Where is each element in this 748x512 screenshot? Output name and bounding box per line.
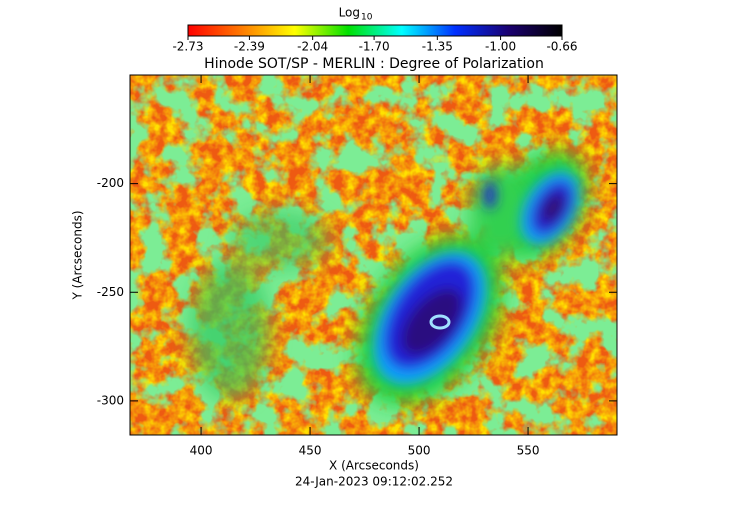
x-tick-label: 500 (408, 444, 431, 458)
colorbar-tick-label: -2.73 (172, 40, 203, 54)
colorbar-label: Log (339, 6, 360, 20)
heatmap-image (130, 75, 617, 435)
colorbar-tick-label: -1.35 (422, 40, 453, 54)
x-tick-label: 550 (517, 444, 540, 458)
y-tick-label: -200 (97, 176, 124, 190)
chart-title: Hinode SOT/SP - MERLIN : Degree of Polar… (204, 56, 544, 72)
timestamp: 24-Jan-2023 09:12:02.252 (295, 475, 453, 489)
plot-frame (129, 74, 618, 436)
y-axis-label: Y (Arcseconds) (71, 210, 85, 300)
colorbar-tick-label: -1.00 (485, 40, 516, 54)
colorbar (187, 24, 563, 37)
colorbar-tick-label: -2.39 (234, 40, 265, 54)
colorbar-tick-label: -2.04 (297, 40, 328, 54)
x-tick-label: 450 (299, 444, 322, 458)
x-tick-label: 400 (190, 444, 213, 458)
colorbar-tick-label: -1.70 (359, 40, 390, 54)
axes: 400 450 500 550 -200 -250 -300 -2.73 -2.39 -2.04 -… (97, 36, 617, 458)
colorbar-tick-label: -0.66 (546, 40, 577, 54)
y-tick-label: -250 (97, 285, 124, 299)
x-axis-label: X (Arcseconds) (329, 459, 419, 473)
y-tick-label: -300 (97, 393, 124, 407)
colorbar-label-sub: 10 (361, 13, 373, 23)
